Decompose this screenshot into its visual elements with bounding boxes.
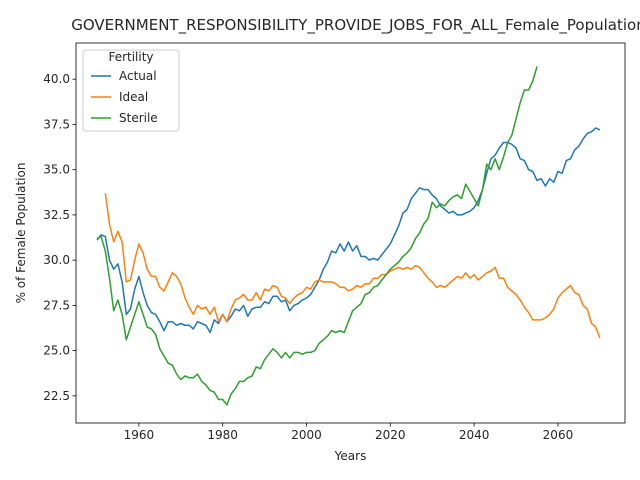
y-tick-label: 32.5 <box>43 208 70 222</box>
legend-title: Fertility <box>108 50 153 64</box>
plot-frame <box>75 42 626 424</box>
y-tick-label: 25.0 <box>43 344 70 358</box>
y-tick-label: 27.5 <box>43 298 70 312</box>
y-tick-label: 22.5 <box>43 389 70 403</box>
x-tick-label: 2040 <box>459 428 490 442</box>
legend-label-ideal: Ideal <box>119 90 148 104</box>
chart-title: GOVERNMENT_RESPONSIBILITY_PROVIDE_JOBS_F… <box>71 16 640 35</box>
x-tick-label: 1980 <box>207 428 238 442</box>
legend: Fertility Actual Ideal Sterile <box>82 49 180 132</box>
legend-label-sterile: Sterile <box>119 111 158 125</box>
series-lines <box>96 66 601 406</box>
legend-box <box>82 49 180 132</box>
x-tick-label: 1960 <box>124 428 155 442</box>
y-tick-label: 30.0 <box>43 253 70 267</box>
x-axis-title: Years <box>334 449 367 463</box>
series-line-actual <box>96 127 601 334</box>
axes: 1960 1980 2000 2020 2040 2060 22.5 25.0 27.5 30.0… <box>43 72 573 442</box>
x-tick-label: 2020 <box>375 428 406 442</box>
y-axis-title: % of Female Population <box>14 163 28 304</box>
legend-label-actual: Actual <box>119 69 157 83</box>
x-tick-label: 2000 <box>291 428 322 442</box>
plot-area <box>75 42 626 424</box>
y-tick-label: 37.5 <box>43 117 70 131</box>
series-line-ideal <box>104 193 601 339</box>
series-line-sterile <box>96 66 538 406</box>
y-tick-label: 40.0 <box>43 72 70 86</box>
x-tick-label: 2060 <box>543 428 574 442</box>
y-tick-label: 35.0 <box>43 163 70 177</box>
